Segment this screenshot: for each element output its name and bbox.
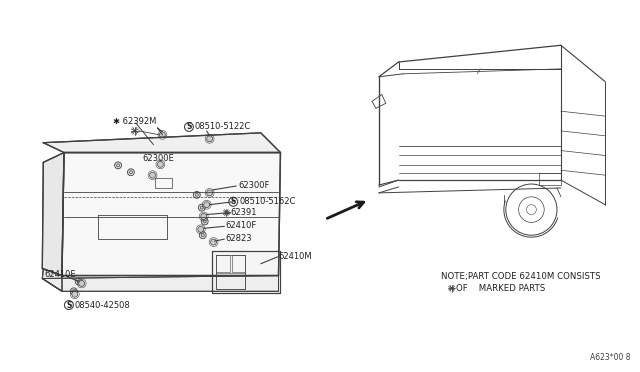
Circle shape — [199, 232, 206, 239]
Circle shape — [127, 169, 134, 176]
Circle shape — [65, 301, 74, 310]
Text: 62410E: 62410E — [44, 270, 76, 279]
Text: S: S — [230, 197, 236, 206]
Polygon shape — [44, 133, 280, 153]
Circle shape — [201, 214, 207, 219]
Circle shape — [201, 218, 208, 225]
Circle shape — [193, 192, 200, 198]
Text: 62410M: 62410M — [278, 252, 312, 262]
Text: S: S — [66, 301, 72, 310]
Text: NOTE;PART CODE 62410M CONSISTS: NOTE;PART CODE 62410M CONSISTS — [441, 272, 600, 281]
Text: 62410F: 62410F — [225, 221, 257, 230]
Circle shape — [70, 288, 77, 295]
Circle shape — [204, 202, 210, 208]
Polygon shape — [42, 276, 278, 291]
Circle shape — [228, 197, 237, 206]
Circle shape — [207, 190, 212, 196]
Text: ✱ 62392M: ✱ 62392M — [113, 116, 157, 126]
Circle shape — [150, 172, 156, 178]
Text: 62300E: 62300E — [143, 154, 175, 163]
Polygon shape — [42, 153, 64, 276]
Circle shape — [79, 280, 84, 286]
Circle shape — [157, 161, 163, 167]
Text: 08540-42508: 08540-42508 — [75, 301, 131, 310]
Text: 08510-5162C: 08510-5162C — [239, 197, 296, 206]
Circle shape — [198, 204, 205, 211]
Text: 08510-5122C: 08510-5122C — [195, 122, 251, 131]
Text: 62391: 62391 — [230, 208, 257, 217]
Circle shape — [72, 291, 77, 297]
Text: S: S — [186, 122, 191, 131]
Circle shape — [207, 136, 212, 142]
Polygon shape — [42, 269, 62, 291]
Polygon shape — [212, 251, 280, 293]
Polygon shape — [62, 153, 280, 276]
Text: A623*00 8: A623*00 8 — [591, 353, 631, 362]
Circle shape — [115, 162, 122, 169]
Circle shape — [211, 239, 216, 245]
Text: OF    MARKED PARTS: OF MARKED PARTS — [456, 284, 545, 293]
Text: 62823: 62823 — [225, 234, 252, 243]
Circle shape — [159, 132, 165, 138]
Circle shape — [198, 226, 204, 232]
Circle shape — [76, 278, 82, 285]
Text: 62300F: 62300F — [238, 182, 269, 190]
Circle shape — [184, 122, 193, 131]
